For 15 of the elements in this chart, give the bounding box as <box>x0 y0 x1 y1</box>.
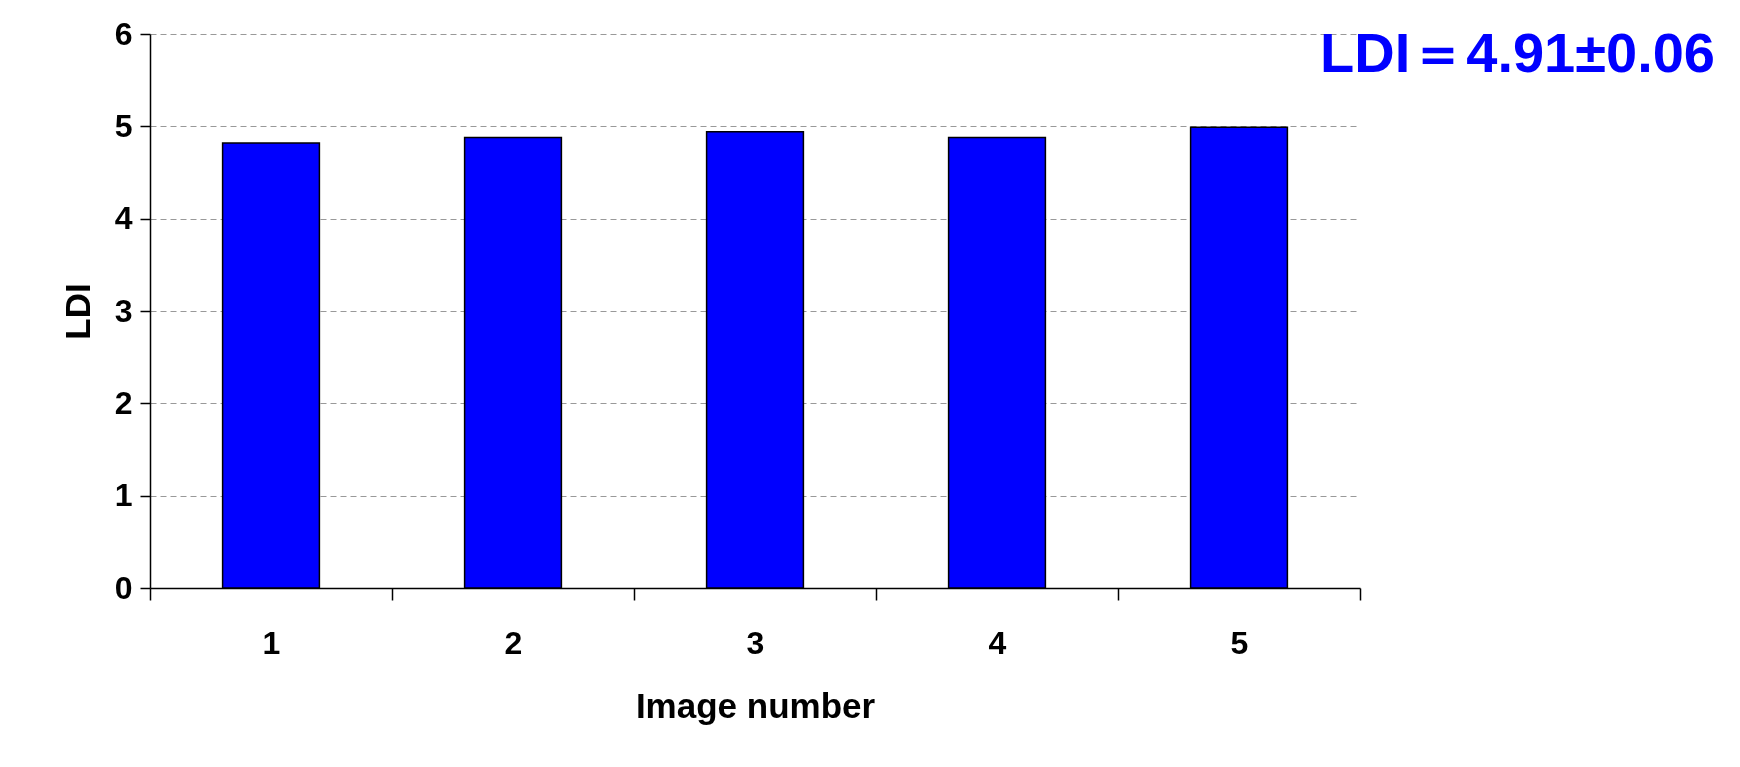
x-axis-title: Image number <box>635 685 876 725</box>
x-tick-label: 4 <box>988 624 1007 661</box>
text: LDI＝4.91±0.06 <box>1320 21 1715 84</box>
x-tick-label: 1 <box>262 624 281 661</box>
y-axis-title: LDI <box>57 283 97 340</box>
x-tick-label: 3 <box>746 624 765 661</box>
x-tick-label: 2 <box>504 624 523 661</box>
y-tick-label: 3 <box>114 292 133 329</box>
y-tick-label: 5 <box>114 107 133 144</box>
y-tick-label: 0 <box>114 569 133 606</box>
y-tick-label: 4 <box>114 200 133 237</box>
y-tick-label: 6 <box>114 15 133 52</box>
y-tick-label: 2 <box>114 384 133 421</box>
x-tick-label: 5 <box>1230 624 1249 661</box>
y-tick-label: 1 <box>114 477 133 514</box>
